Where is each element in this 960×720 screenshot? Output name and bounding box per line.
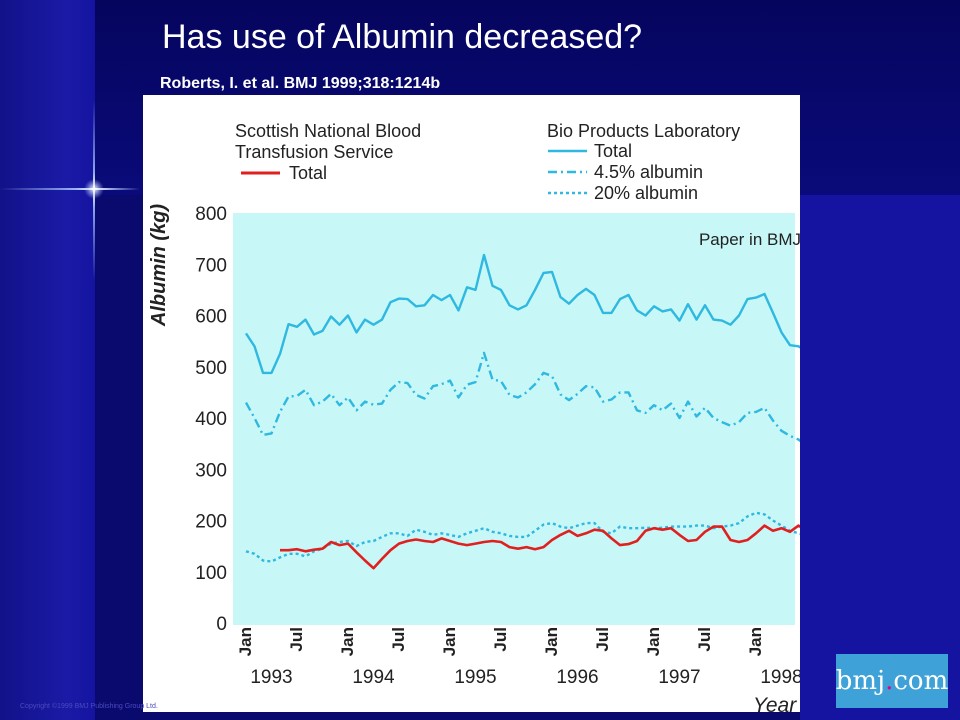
legend-group1-title-line1: Scottish National Blood [235,121,421,141]
x-year-label: 1994 [352,667,395,688]
x-month-tick-label: Jan [236,627,255,656]
x-month-tick-label: Jul [593,627,612,652]
x-year-label: 1996 [556,667,598,688]
legend-45-albumin-label: 4.5% albumin [594,162,703,182]
y-tick-label: 300 [195,460,227,481]
legend-bpl-total-label: Total [594,141,632,161]
legend-20-albumin-label: 20% albumin [594,183,698,203]
x-month-tick-label: Jul [491,627,510,652]
x-year-label: 1998 [760,667,800,688]
x-month-tick-label: Jan [746,627,765,656]
bmj-logo-main: bmj [836,666,885,696]
bmj-logo[interactable]: bmj. com [836,654,948,708]
copyright-notice: Copyright ©1999 BMJ Publishing Group Ltd… [20,703,158,710]
bmj-logo-dot: . [885,666,893,696]
y-tick-label: 800 [195,204,227,225]
y-tick-label: 500 [195,358,227,379]
x-year-label: 1997 [658,667,700,688]
y-tick-label: 0 [216,614,227,635]
x-month-tick-label: Jul [695,627,714,652]
y-tick-label: 200 [195,512,227,533]
legend-group2-title: Bio Products Laboratory [547,121,740,141]
plot-area [233,213,795,625]
x-axis-title: Year [753,694,797,712]
x-month-tick-label: Jan [542,627,561,656]
legend-group1-title-line2: Transfusion Service [235,142,393,162]
light-flare-center [84,179,104,199]
x-month-tick-label: Jan [644,627,663,656]
albumin-chart: Scottish National Blood Transfusion Serv… [143,95,800,712]
y-axis-title: Albumin (kg) [148,204,170,328]
x-month-tick-label: Jan [440,627,459,656]
background-left-band [0,0,95,720]
paper-in-bmj-annotation: Paper in BMJ [699,230,800,249]
x-year-label: 1993 [250,667,292,688]
x-axis: Jan Jul Jan Jul Jan Jul Jan Jul Jan Jul Jan Jul 1993… [236,627,800,688]
x-month-tick-label: Jan [338,627,357,656]
slide-citation: Roberts, I. et al. BMJ 1999;318:1214b [160,75,440,93]
y-tick-label: 400 [195,409,227,430]
x-month-tick-label: Jul [389,627,408,652]
y-axis: 0 100 200 300 400 500 600 700 800 [195,204,227,635]
chart-figure: Scottish National Blood Transfusion Serv… [143,95,800,712]
light-flare-horizontal [0,188,140,190]
legend-sbts-total-label: Total [289,163,327,183]
bmj-logo-suffix: com [893,666,948,696]
chart-legend: Scottish National Blood Transfusion Serv… [235,121,740,203]
y-tick-label: 100 [195,563,227,584]
slide-title: Has use of Albumin decreased? [162,18,642,57]
x-month-tick-label: Jul [287,627,306,652]
y-tick-label: 600 [195,307,227,328]
x-year-label: 1995 [454,667,496,688]
background-right-band [800,195,960,720]
x-month-tick-label: Jul [797,627,800,652]
y-tick-label: 700 [195,255,227,276]
